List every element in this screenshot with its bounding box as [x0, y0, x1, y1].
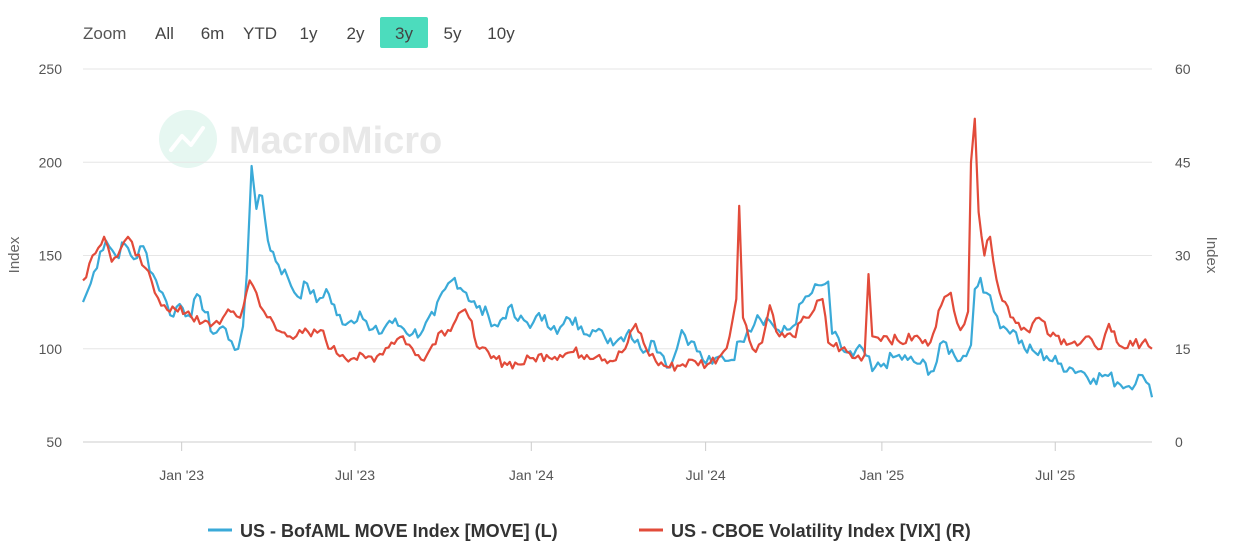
x-tick-label: Jan '23 [159, 467, 204, 483]
svg-text:3y: 3y [395, 24, 413, 43]
series-line-vix [82, 117, 1153, 372]
zoom-button-3y[interactable]: 3y [380, 17, 428, 48]
zoom-button-10y[interactable]: 10y [480, 17, 522, 48]
y-left-tick-label: 50 [46, 434, 62, 450]
y-axis-left-ticks: 50 100 150 200 250 [39, 61, 63, 450]
y-left-tick-label: 250 [39, 61, 63, 77]
y-right-tick-label: 30 [1175, 248, 1191, 264]
x-tick-label: Jul '25 [1035, 467, 1075, 483]
x-tick-label: Jul '24 [686, 467, 726, 483]
legend-item-move[interactable]: US - BofAML MOVE Index [MOVE] (L) [208, 521, 558, 541]
y-right-tick-label: 0 [1175, 434, 1183, 450]
x-axis-ticks: Jan '23 Jul '23 Jan '24 Jul '24 Jan '25 Jul '… [159, 442, 1075, 483]
y-right-tick-label: 45 [1175, 154, 1191, 170]
zoom-toolbar: Zoom All 6m YTD 1y 2y 3y 5y [83, 17, 522, 48]
y-left-tick-label: 150 [39, 248, 63, 264]
zoom-button-6m[interactable]: 6m [194, 17, 231, 48]
series-line-move [81, 164, 1154, 398]
series-layer [81, 117, 1154, 398]
y-axis-left-title: Index [6, 236, 23, 273]
zoom-button-5y[interactable]: 5y [434, 17, 471, 48]
y-left-tick-label: 100 [39, 341, 63, 357]
legend-label-vix: US - CBOE Volatility Index [VIX] (R) [671, 521, 971, 541]
svg-text:All: All [155, 24, 174, 43]
x-tick-label: Jan '24 [509, 467, 554, 483]
y-right-tick-label: 60 [1175, 61, 1191, 77]
zoom-button-2y[interactable]: 2y [337, 17, 374, 48]
x-tick-label: Jul '23 [335, 467, 375, 483]
svg-text:YTD: YTD [243, 24, 277, 43]
zoom-button-ytd[interactable]: YTD [238, 17, 282, 48]
svg-text:5y: 5y [444, 24, 462, 43]
svg-text:2y: 2y [347, 24, 365, 43]
watermark: MacroMicro [159, 110, 442, 168]
svg-text:6m: 6m [201, 24, 225, 43]
zoom-label: Zoom [83, 24, 126, 43]
svg-text:1y: 1y [300, 24, 318, 43]
watermark-logo-icon [159, 110, 217, 168]
y-right-tick-label: 15 [1175, 341, 1191, 357]
legend-label-move: US - BofAML MOVE Index [MOVE] (L) [240, 521, 558, 541]
watermark-text: MacroMicro [229, 120, 442, 162]
zoom-button-1y[interactable]: 1y [290, 17, 327, 48]
x-tick-label: Jan '25 [860, 467, 905, 483]
legend: US - BofAML MOVE Index [MOVE] (L) US - C… [208, 521, 971, 541]
zoom-button-all[interactable]: All [146, 17, 183, 48]
svg-text:10y: 10y [487, 24, 515, 43]
y-axis-right-title: Index [1203, 237, 1220, 274]
y-axis-right-ticks: 0 15 30 45 60 [1175, 61, 1191, 450]
grid-lines [83, 68, 1152, 443]
y-left-tick-label: 200 [39, 154, 63, 170]
legend-item-vix[interactable]: US - CBOE Volatility Index [VIX] (R) [639, 521, 971, 541]
